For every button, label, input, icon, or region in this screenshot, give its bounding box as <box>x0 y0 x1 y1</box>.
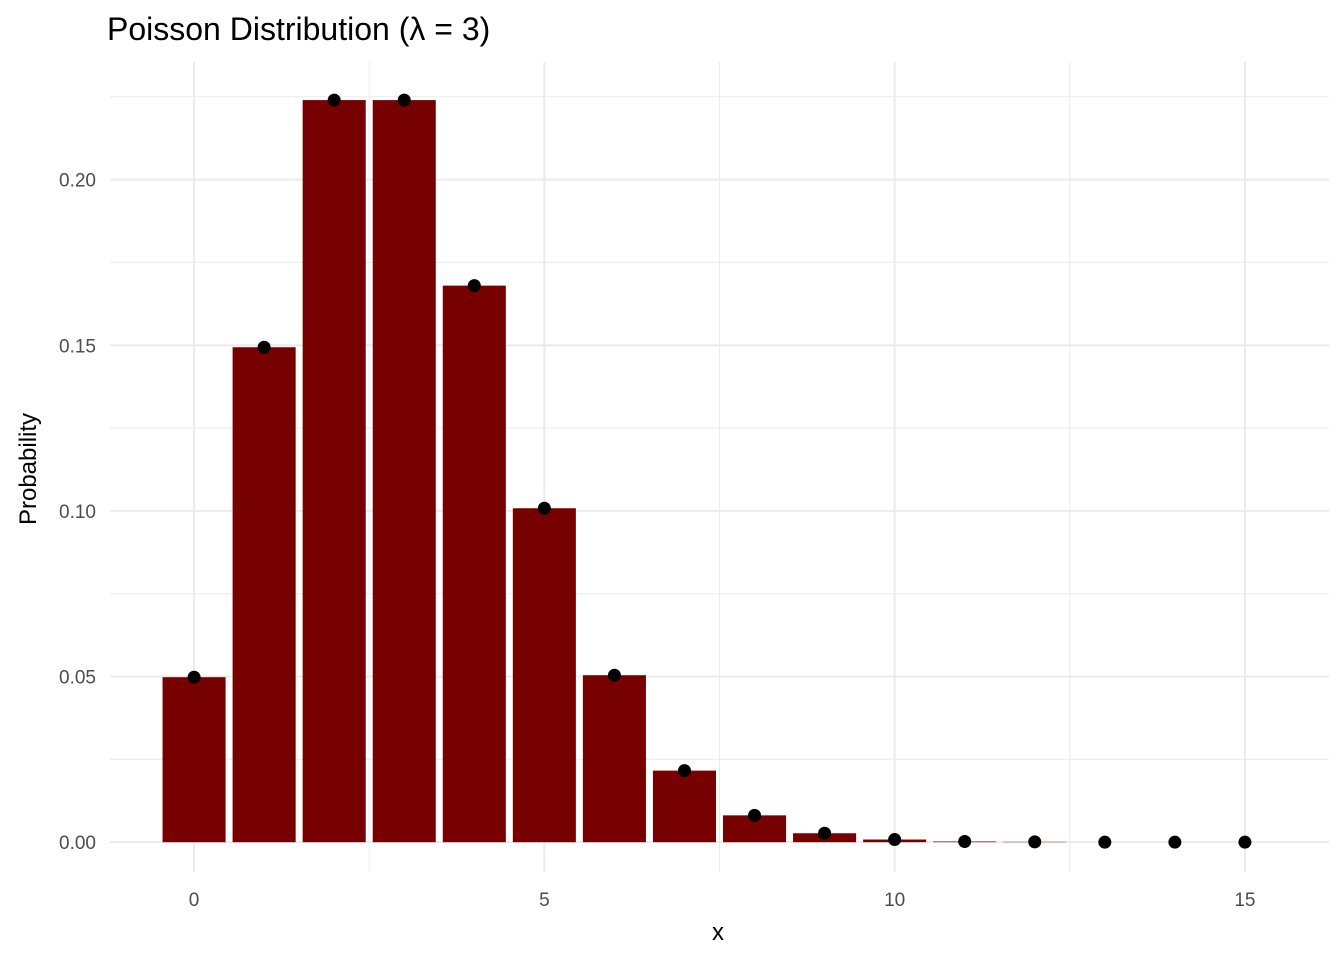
data-point <box>397 93 411 107</box>
data-point <box>607 668 621 682</box>
data-point <box>748 808 762 822</box>
x-axis-ticks: 0 5 10 15 <box>189 890 1256 911</box>
data-point <box>677 764 691 778</box>
y-tick-label: 0.15 <box>59 336 96 357</box>
data-point <box>1098 835 1112 849</box>
data-point <box>888 833 902 847</box>
data-point <box>257 340 271 354</box>
bar <box>582 675 646 843</box>
data-point <box>537 501 551 515</box>
bars <box>162 100 1067 843</box>
y-tick-label: 0.20 <box>59 171 96 192</box>
x-tick-label: 15 <box>1234 890 1255 911</box>
bar <box>652 770 716 843</box>
x-tick-label: 5 <box>539 890 550 911</box>
y-tick-label: 0.00 <box>59 833 96 854</box>
bar <box>232 347 296 843</box>
data-point <box>467 279 481 293</box>
x-tick-label: 0 <box>189 890 200 911</box>
points <box>187 93 1252 849</box>
data-point <box>1168 835 1182 849</box>
data-point <box>1238 835 1252 849</box>
data-point <box>1028 835 1042 849</box>
x-tick-label: 10 <box>884 890 905 911</box>
bar <box>372 100 436 843</box>
bar <box>442 285 506 843</box>
y-axis-ticks: 0.00 0.05 0.10 0.15 0.20 <box>59 171 96 855</box>
data-point <box>187 670 201 684</box>
chart-title: Poisson Distribution (λ = 3) <box>107 11 490 47</box>
y-tick-label: 0.10 <box>59 502 96 523</box>
data-point <box>958 835 972 849</box>
bar <box>512 508 576 843</box>
data-point <box>327 93 341 107</box>
data-point <box>818 826 832 840</box>
x-axis-title: x <box>712 919 724 946</box>
bar <box>162 677 226 843</box>
bar <box>302 100 366 843</box>
y-axis-title: Probability <box>15 413 42 525</box>
y-tick-label: 0.05 <box>59 668 96 689</box>
